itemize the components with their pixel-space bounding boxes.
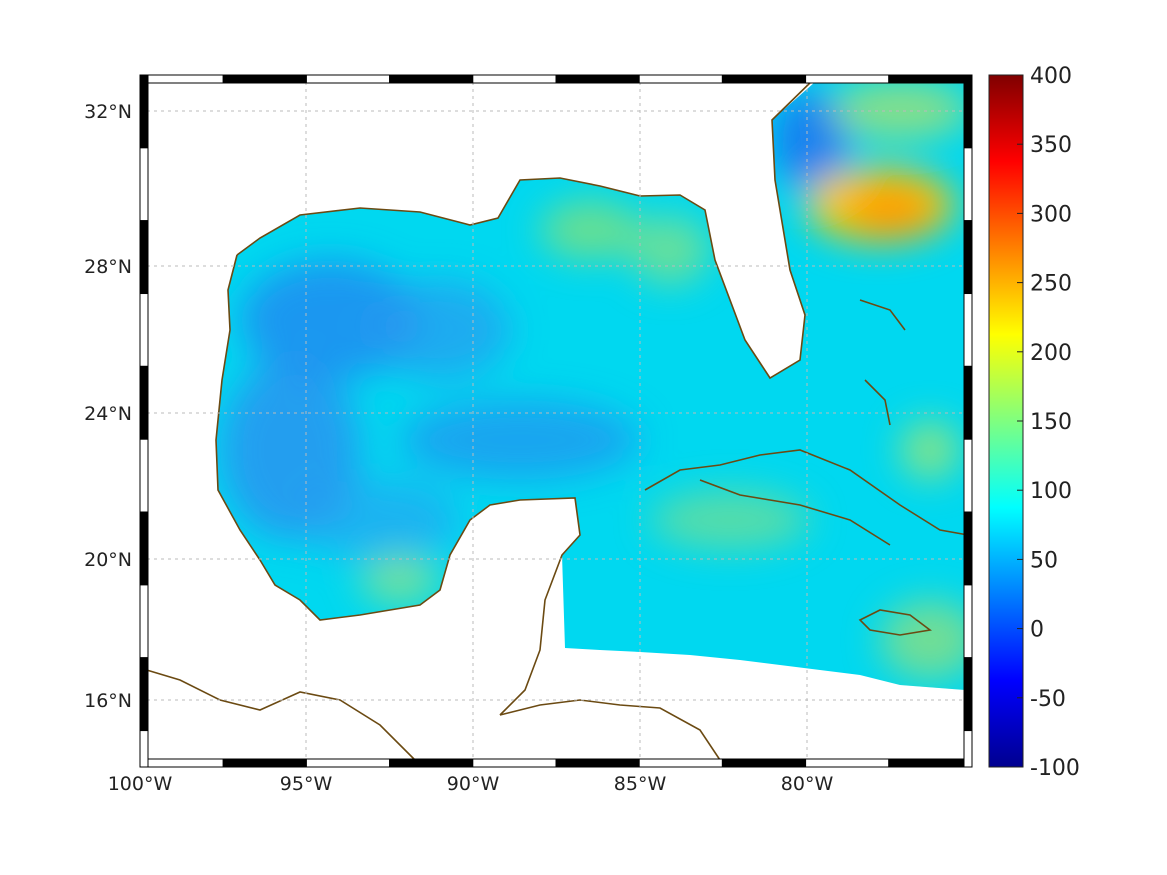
frame-segment: [222, 74, 307, 84]
frame-segment: [389, 758, 474, 768]
colorbar-tick-label: 250: [1030, 272, 1072, 297]
frame-segment: [638, 74, 723, 84]
frame-segment: [963, 365, 973, 440]
frame-segment: [963, 438, 973, 513]
lon-tick-label: 85°W: [614, 773, 667, 795]
frame-segment: [963, 657, 973, 732]
lat-tick-label: 24°N: [84, 403, 132, 425]
colorbar-tick-label: 300: [1030, 202, 1072, 227]
lon-tick-label: 100°W: [108, 773, 173, 795]
lat-tick-label: 16°N: [84, 690, 132, 712]
colorbar-tick-label: 0: [1030, 618, 1044, 643]
frame-segment: [139, 584, 149, 659]
frame-segment: [805, 74, 890, 84]
lat-tick-label: 32°N: [84, 101, 132, 123]
colorbar-tick-label: 100: [1030, 479, 1072, 504]
frame-segment: [555, 74, 640, 84]
frame-segment: [139, 758, 224, 768]
frame-segment: [963, 584, 973, 659]
frame-segment: [555, 758, 640, 768]
frame-segment: [139, 74, 149, 149]
frame-segment: [139, 220, 149, 295]
lon-tick-labels: 100°W 95°W 90°W 85°W 80°W: [108, 773, 834, 795]
colorbar-tick-label: 50: [1030, 548, 1058, 573]
frame-segment: [139, 365, 149, 440]
colorbar-tick-label: 350: [1030, 133, 1072, 158]
frame-segment: [963, 730, 973, 768]
colorbar-tick-label: 150: [1030, 410, 1072, 435]
colorbar: 400 350 300 250 200 150 100 50 0 -50 -100: [988, 64, 1080, 781]
frame-segment: [139, 147, 149, 222]
frame-segment: [139, 511, 149, 586]
frame-segment: [472, 74, 557, 84]
lon-tick-label: 95°W: [280, 773, 333, 795]
frame-segment: [222, 758, 307, 768]
map-frame: [139, 74, 973, 768]
frame-segment: [472, 758, 557, 768]
frame-segment: [888, 74, 973, 84]
frame-segment: [139, 730, 149, 768]
colorbar-tick-label: -100: [1030, 756, 1080, 781]
frame-segment: [963, 511, 973, 586]
colorbar-tick-label: 400: [1030, 64, 1072, 89]
frame-segment: [305, 74, 391, 84]
lon-tick-label: 80°W: [781, 773, 834, 795]
lat-tick-label: 20°N: [84, 549, 132, 571]
frame-segment: [638, 758, 723, 768]
frame-segment: [963, 220, 973, 295]
gridlines: [140, 75, 972, 767]
frame-segment: [139, 293, 149, 367]
frame-segment: [139, 657, 149, 732]
frame-segment: [805, 758, 890, 768]
frame-border: [139, 74, 973, 768]
frame-segment: [139, 74, 224, 84]
lon-tick-label: 90°W: [447, 773, 500, 795]
frame-segment: [389, 74, 474, 84]
frame-segment: [305, 758, 391, 768]
frame-segment: [963, 147, 973, 222]
frame-segment: [139, 438, 149, 513]
lat-tick-labels: 32°N 28°N 24°N 20°N 16°N: [84, 101, 132, 712]
frame-segment: [721, 74, 807, 84]
colorbar-tick-label: -50: [1030, 687, 1066, 712]
colorbar-tick-label: 200: [1030, 341, 1072, 366]
frame-segment: [888, 758, 973, 768]
coastlines: [139, 77, 969, 766]
frame-segment: [963, 74, 973, 149]
lat-tick-label: 28°N: [84, 256, 132, 278]
frame-segment: [963, 293, 973, 367]
frame-segment: [721, 758, 807, 768]
